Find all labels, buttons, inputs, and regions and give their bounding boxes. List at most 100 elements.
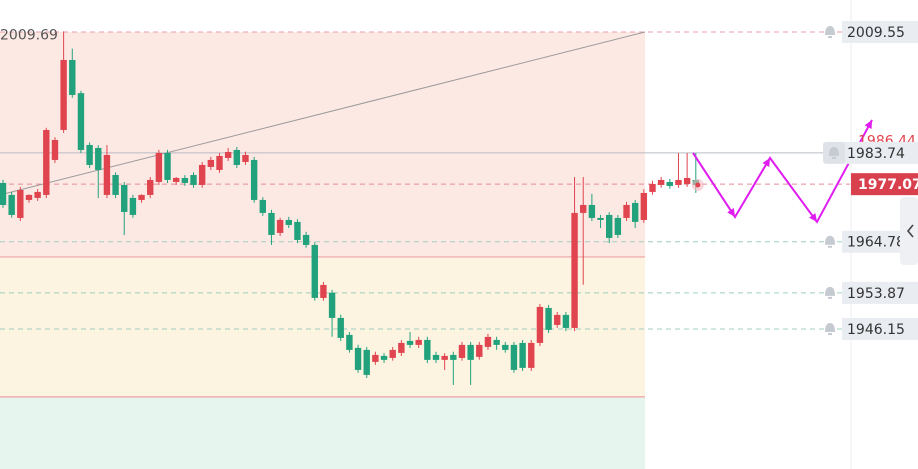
- price-label: 1983.74: [847, 146, 905, 162]
- candle-body: [571, 212, 578, 328]
- candle-body: [666, 181, 674, 186]
- candle-body: [441, 355, 448, 360]
- candle-body: [86, 144, 93, 165]
- candle-body: [528, 342, 535, 368]
- candle-body: [60, 59, 67, 130]
- candle-body: [268, 212, 275, 235]
- current-price-label: 1977.07: [858, 177, 918, 193]
- projection-arrow: [727, 208, 735, 217]
- price-label: 1964.78: [847, 235, 905, 251]
- candle-body: [276, 219, 284, 233]
- candle-body: [216, 155, 223, 170]
- price-label: 1946.15: [847, 322, 905, 338]
- alert-bell[interactable]: [825, 25, 835, 38]
- candle-body: [510, 344, 518, 370]
- candle-body: [606, 214, 613, 238]
- candle-body: [181, 177, 189, 183]
- candle-body: [467, 344, 474, 360]
- candle-body: [476, 344, 483, 357]
- candle-body: [640, 192, 648, 220]
- zone: [0, 31, 645, 257]
- price-label-box: [842, 141, 918, 164]
- candle-body: [224, 151, 232, 158]
- alert-bell[interactable]: [825, 235, 835, 248]
- candle-body: [51, 139, 59, 160]
- alert-bell[interactable]: [825, 286, 835, 299]
- price-label: 1953.87: [847, 286, 905, 302]
- candle-body: [129, 197, 137, 215]
- candle-body: [415, 339, 422, 345]
- candle-body: [17, 189, 24, 218]
- candle-body: [103, 154, 111, 195]
- candle-body: [69, 59, 76, 95]
- candle-body: [346, 334, 353, 350]
- candle-body: [198, 164, 206, 185]
- candle-body: [190, 174, 197, 185]
- candle-body: [623, 204, 630, 218]
- candle-body: [683, 177, 691, 184]
- candle-body: [77, 93, 85, 150]
- candle-body: [285, 219, 292, 225]
- candle-body: [484, 336, 492, 347]
- candle-body: [173, 177, 180, 182]
- candle-body: [406, 340, 414, 345]
- candle-body: [95, 147, 102, 170]
- candle-body: [320, 284, 327, 298]
- candle-body: [337, 317, 344, 338]
- alert-bell[interactable]: [829, 146, 839, 159]
- price-label-box: [842, 281, 918, 304]
- collapse-icon: [906, 224, 914, 238]
- candle-body: [562, 314, 570, 328]
- candle-body: [311, 244, 318, 298]
- projection-arrow: [864, 119, 872, 129]
- projection-path: [692, 119, 873, 224]
- candle-body: [363, 349, 370, 375]
- high-label: 2009.69: [0, 27, 58, 43]
- candle-body: [302, 234, 310, 245]
- candle-body: [164, 152, 171, 180]
- price-label-box: [842, 20, 918, 43]
- price-label-box: [842, 318, 918, 341]
- price-label: 2009.55: [847, 25, 905, 41]
- candle-body: [372, 354, 379, 362]
- candle-body: [121, 184, 128, 212]
- candle-body: [614, 217, 622, 235]
- current-price-box: [851, 173, 918, 196]
- projection-arrow: [809, 213, 817, 222]
- candle-body: [43, 129, 50, 195]
- candle-body: [138, 194, 145, 200]
- zone: [0, 396, 645, 469]
- candle-body: [536, 306, 544, 343]
- candle-body: [493, 339, 500, 345]
- alert-bell[interactable]: [825, 323, 835, 336]
- candle-body: [432, 354, 440, 360]
- candle-body: [354, 347, 362, 370]
- candle-body: [657, 179, 665, 185]
- candle-body: [34, 191, 41, 198]
- candle-body: [389, 349, 396, 358]
- candle-body: [242, 154, 249, 162]
- candle-body: [259, 199, 266, 213]
- candle-body: [554, 314, 561, 325]
- candle-body: [649, 183, 656, 192]
- candle-body: [8, 194, 15, 215]
- candle-body: [112, 174, 119, 195]
- candle-body: [502, 344, 509, 350]
- candle-body: [458, 344, 466, 358]
- projection-arrow: [762, 157, 770, 167]
- candle-body: [450, 354, 457, 360]
- candle-body: [675, 179, 682, 185]
- candle-body: [155, 152, 163, 182]
- current-price-dot: [695, 182, 701, 188]
- price-label-box: [842, 230, 918, 253]
- candle-body: [631, 202, 639, 222]
- candle-body: [25, 194, 33, 200]
- candle-body: [0, 182, 7, 205]
- candle-body: [424, 339, 431, 360]
- candle-body: [294, 221, 301, 240]
- candle-body: [588, 204, 596, 218]
- candle-body: [233, 149, 241, 165]
- candle-body: [207, 159, 215, 167]
- candle-body: [147, 179, 154, 195]
